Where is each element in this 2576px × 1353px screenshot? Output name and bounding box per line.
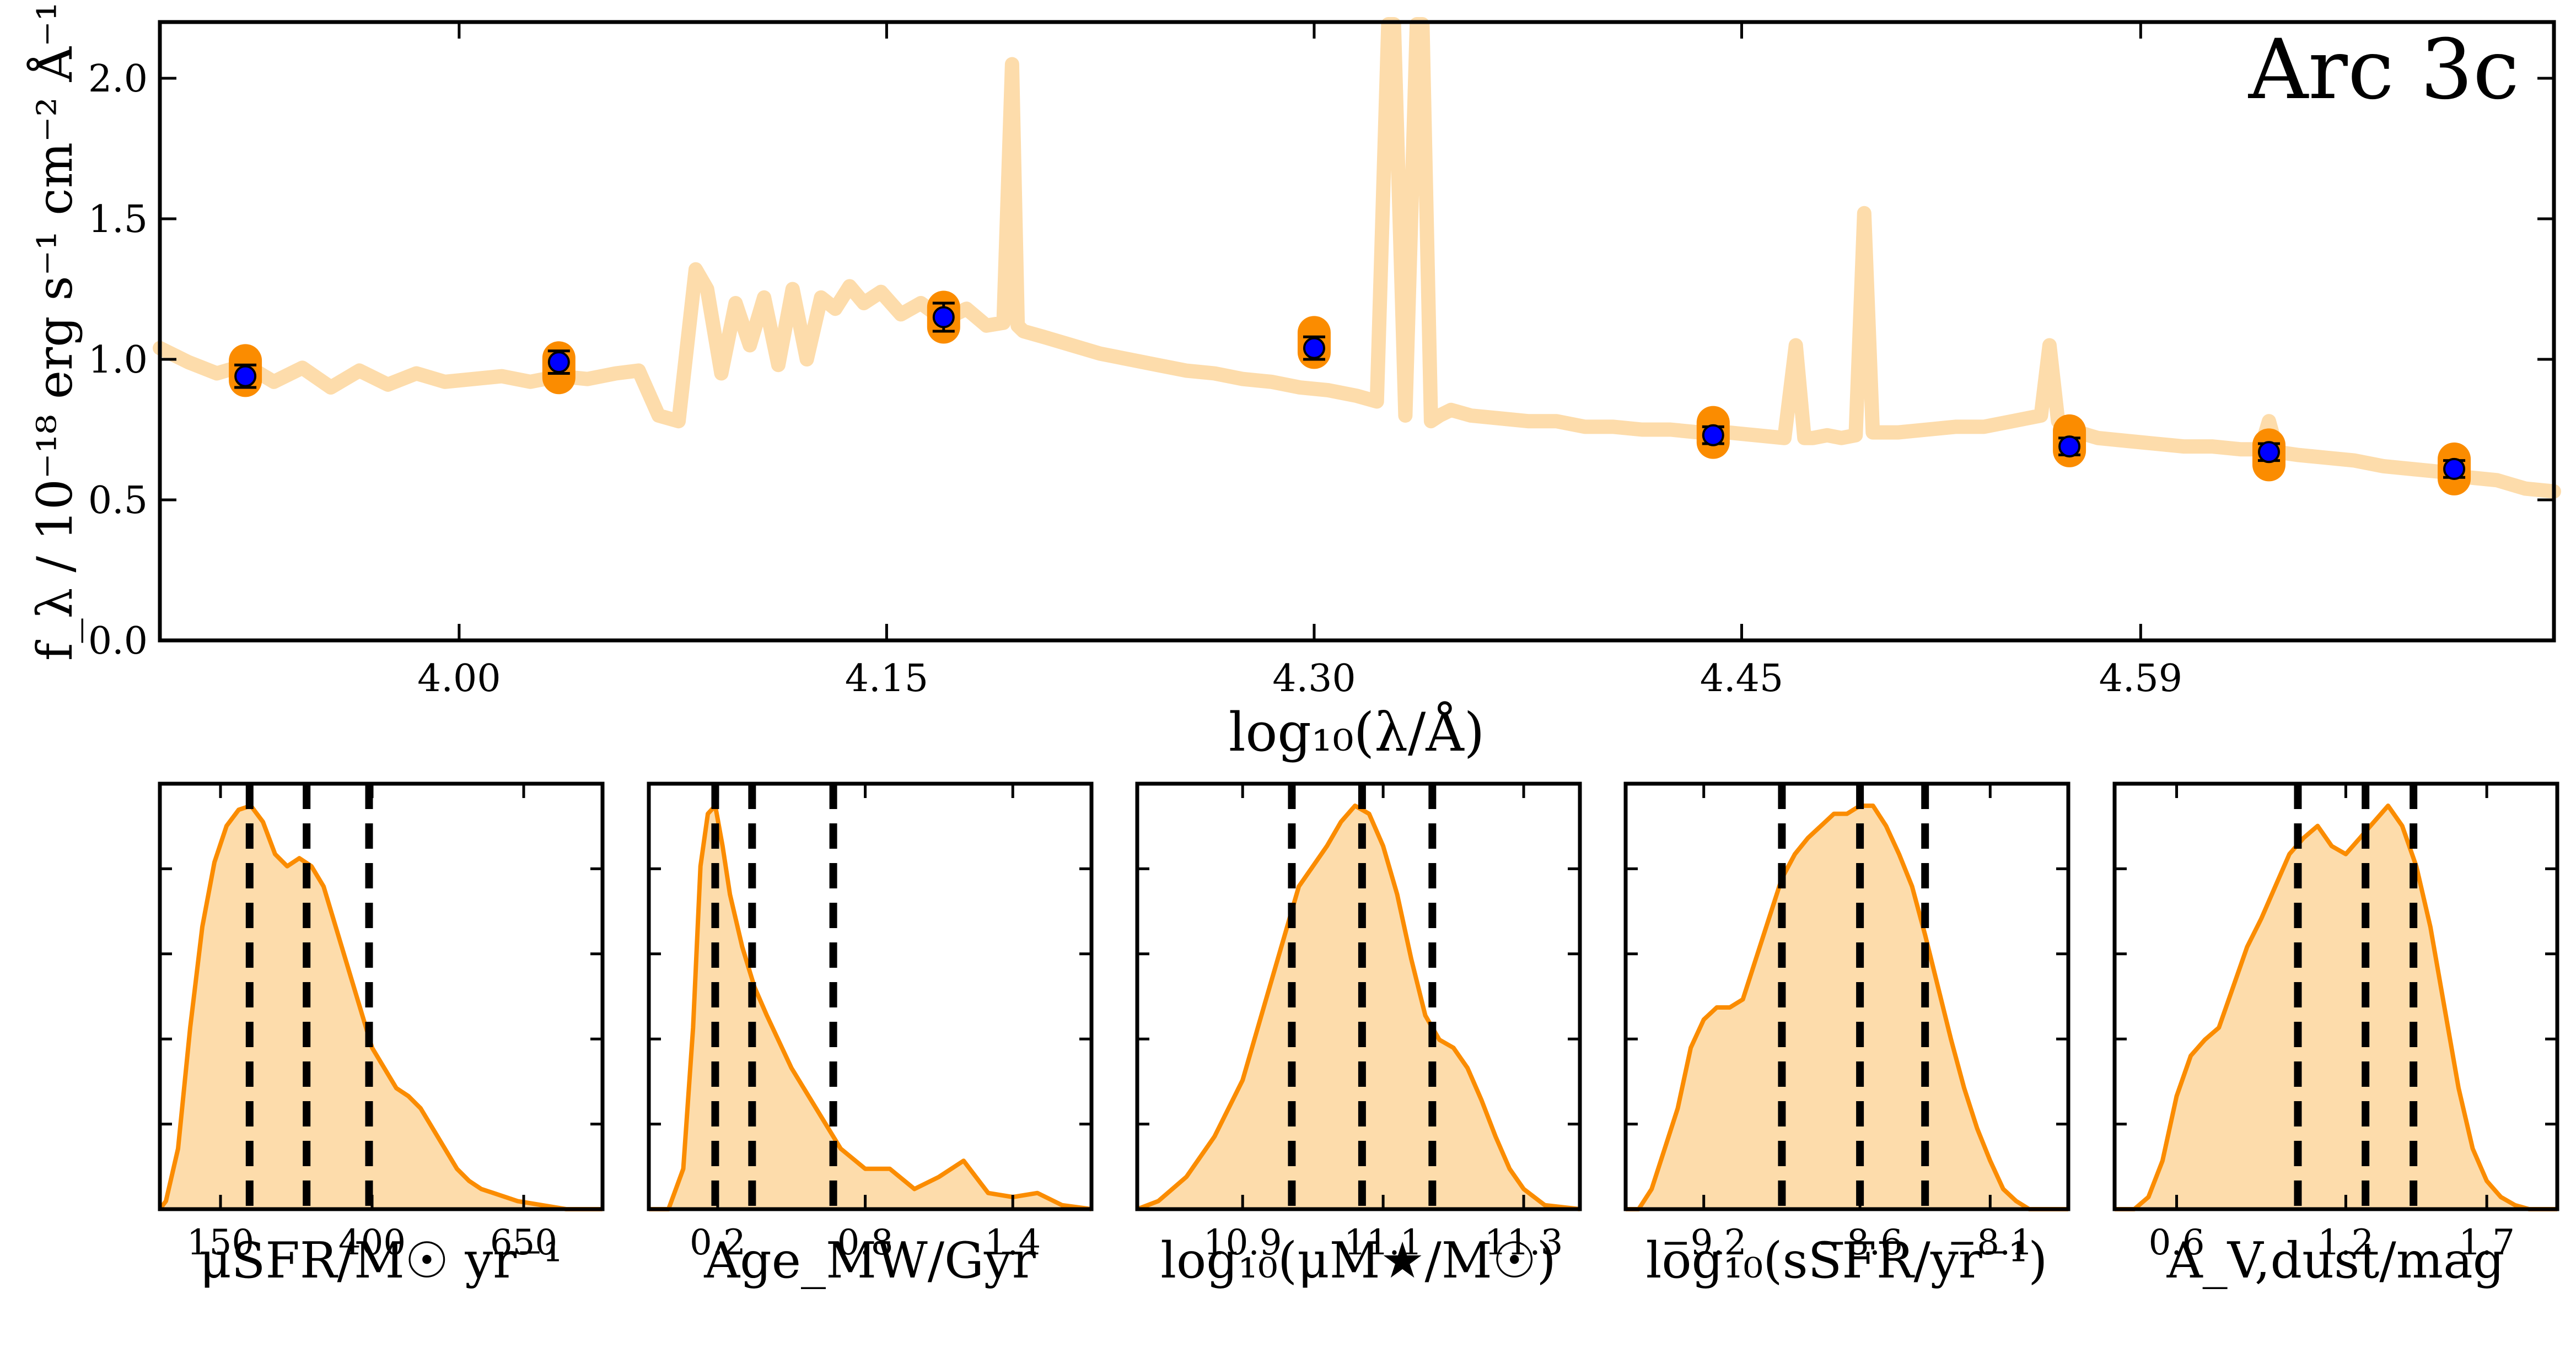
spectrum-x-axis-label: log₁₀(λ/Å)	[1229, 702, 1485, 763]
sfr-posterior-layer: 150 400 650	[158, 784, 603, 1263]
dust-posterior-layer: 0.6 1.2 1.7	[2115, 784, 2557, 1263]
posterior-x-label: Age_MW/Gyr	[703, 1232, 1036, 1290]
y-tick-label: 0.5	[88, 479, 148, 522]
x-tick-label: 4.30	[1272, 657, 1356, 700]
x-tick-label: 1.4	[985, 1222, 1041, 1263]
model-spectrum-layer	[153, 17, 2561, 499]
posterior-axes-frame	[2112, 781, 2559, 1211]
spectrum-panel: 4.00 4.15 4.30 4.45 4.59 0.0 0.5 1.0 1.5 2.0 Arc…	[26, 2, 2561, 763]
x-tick-label: 0.2	[690, 1222, 746, 1263]
posterior-curve	[1136, 804, 1580, 1211]
x-tick-label: 4.15	[845, 657, 928, 700]
observed-flux-point	[2443, 457, 2466, 480]
posterior-panel-ssfr: −9.2 −8.6 −8.1 log₁₀(sSFR/yr⁻¹)	[1623, 781, 2071, 1290]
spectrum-y-ticks: 0.0 0.5 1.0 1.5 2.0	[88, 57, 2554, 663]
x-tick-label: 0.6	[2149, 1222, 2205, 1263]
observed-flux-point	[2058, 435, 2081, 458]
x-tick-label: −9.2	[1661, 1222, 1746, 1263]
x-tick-label: 1.7	[2459, 1222, 2515, 1263]
posterior-fill	[160, 806, 603, 1209]
x-tick-label: 150	[187, 1222, 254, 1263]
posterior-axes-frame	[1623, 781, 2071, 1211]
x-tick-label: 10.9	[1203, 1222, 1282, 1263]
posterior-curve	[649, 804, 1092, 1211]
observed-flux-point	[2257, 441, 2280, 463]
x-tick-label: −8.6	[1817, 1222, 1902, 1263]
spectrum-axes-frame	[158, 20, 2556, 643]
ssfr-posterior-layer: −9.2 −8.6 −8.1	[1626, 784, 2068, 1263]
x-tick-label: 4.00	[417, 657, 501, 700]
posterior-fill	[1626, 806, 2068, 1209]
x-tick-label: −8.1	[1948, 1222, 2033, 1263]
posterior-axes-frame	[158, 781, 605, 1211]
posterior-fill	[2115, 806, 2557, 1209]
posterior-curve	[158, 804, 603, 1211]
observed-flux-point	[1702, 424, 1724, 446]
posterior-x-label: log₁₀(μM★/M☉)	[1160, 1232, 1556, 1290]
y-tick-label: 1.5	[88, 198, 148, 241]
posterior-panel-sfr: 150 400 650 μSFR/M☉ yr⁻¹	[158, 781, 605, 1290]
y-tick-label: 2.0	[88, 57, 148, 101]
y-tick-label: 1.0	[88, 338, 148, 382]
posterior-axes-frame	[647, 781, 1094, 1211]
observed-flux-point	[234, 365, 257, 387]
posterior-panel-dust: 0.6 1.2 1.7 A_V,dust/mag	[2112, 781, 2559, 1290]
observed-flux-point	[1303, 337, 1325, 359]
x-tick-label: 400	[338, 1222, 406, 1263]
model-spectrum-band	[153, 17, 2561, 499]
spectrum-y-axis-label: f_λ / 10⁻¹⁸ erg s⁻¹ cm⁻² Å⁻¹	[26, 2, 83, 661]
posterior-panel-mass: 10.9 11.1 11.3 log₁₀(μM★/M☉)	[1135, 781, 1582, 1290]
x-tick-label: 0.8	[837, 1222, 894, 1263]
x-tick-label: 11.3	[1485, 1222, 1563, 1263]
observed-flux-point	[547, 351, 570, 374]
x-tick-label: 4.59	[2099, 657, 2182, 700]
spectrum-x-ticks: 4.00 4.15 4.30 4.45 4.59	[417, 22, 2182, 700]
x-tick-label: 650	[490, 1222, 557, 1263]
y-tick-label: 0.0	[88, 619, 148, 663]
posterior-x-label: μSFR/M☉ yr⁻¹	[199, 1232, 563, 1290]
observed-flux-point	[932, 306, 955, 328]
panel-title: Arc 3c	[2248, 22, 2519, 118]
age-posterior-layer: 0.2 0.8 1.4	[649, 784, 1092, 1263]
posterior-curve	[2115, 804, 2557, 1211]
x-tick-label: 1.2	[2318, 1222, 2374, 1263]
posterior-panel-age: 0.2 0.8 1.4 Age_MW/Gyr	[647, 781, 1094, 1290]
posterior-axes-frame	[1135, 781, 1582, 1211]
x-tick-label: 4.45	[1700, 657, 1783, 700]
x-tick-label: 11.1	[1344, 1222, 1423, 1263]
posterior-x-label: log₁₀(sSFR/yr⁻¹)	[1646, 1232, 2048, 1290]
mass-posterior-layer: 10.9 11.1 11.3	[1136, 784, 1580, 1263]
posterior-x-label: A_V,dust/mag	[2166, 1232, 2505, 1290]
posterior-fill	[649, 806, 1091, 1209]
photometry-layer	[229, 290, 2471, 495]
posterior-curve	[1626, 804, 2068, 1211]
